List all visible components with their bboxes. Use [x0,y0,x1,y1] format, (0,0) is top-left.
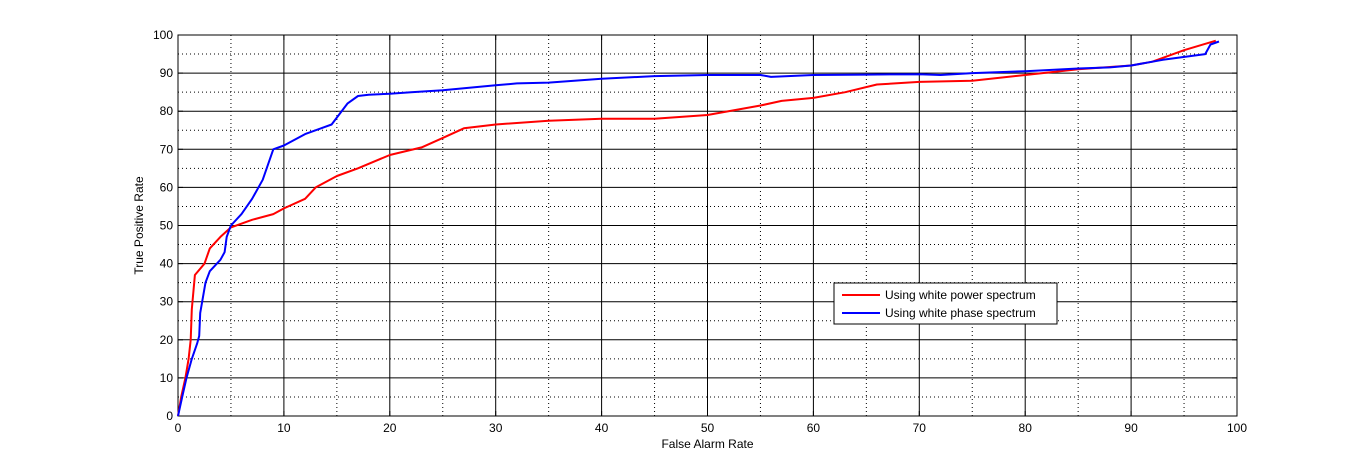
y-tick-label: 90 [160,66,174,80]
y-axis-tick-labels: 0 10 20 30 40 50 60 70 80 90 100 [153,28,173,423]
series-layer [177,39,1220,417]
x-tick-label: 20 [383,421,397,435]
y-tick-label: 0 [166,409,173,423]
x-tick-label: 60 [807,421,821,435]
series-line-power [177,39,1217,417]
y-axis-label: True Positive Rate [132,176,146,275]
x-tick-label: 40 [595,421,609,435]
y-tick-label: 60 [160,180,174,194]
y-tick-label: 10 [160,371,174,385]
legend-box [833,282,1058,325]
legend-label-power: Using white power spectrum [885,288,1036,302]
y-tick-label: 30 [160,295,174,309]
x-axis-tick-labels: 0 10 20 30 40 50 60 70 80 90 100 [175,421,1248,435]
x-tick-label: 100 [1227,421,1247,435]
legend-label-phase: Using white phase spectrum [885,306,1036,320]
y-tick-label: 100 [153,28,173,42]
major-grid [178,35,1237,416]
x-tick-label: 10 [277,421,291,435]
y-tick-label: 20 [160,333,174,347]
x-axis-label: False Alarm Rate [661,437,753,451]
x-tick-label: 90 [1124,421,1138,435]
x-tick-label: 70 [913,421,927,435]
x-tick-label: 0 [175,421,182,435]
y-tick-label: 50 [160,219,174,233]
legend: Using white power spectrum Using white p… [833,282,1058,325]
y-tick-label: 80 [160,104,174,118]
minor-grid [178,35,1237,416]
y-tick-label: 70 [160,142,174,156]
x-tick-label: 50 [701,421,715,435]
series-line-phase [177,40,1220,417]
x-tick-label: 80 [1019,421,1033,435]
y-tick-label: 40 [160,257,174,271]
x-tick-label: 30 [489,421,503,435]
